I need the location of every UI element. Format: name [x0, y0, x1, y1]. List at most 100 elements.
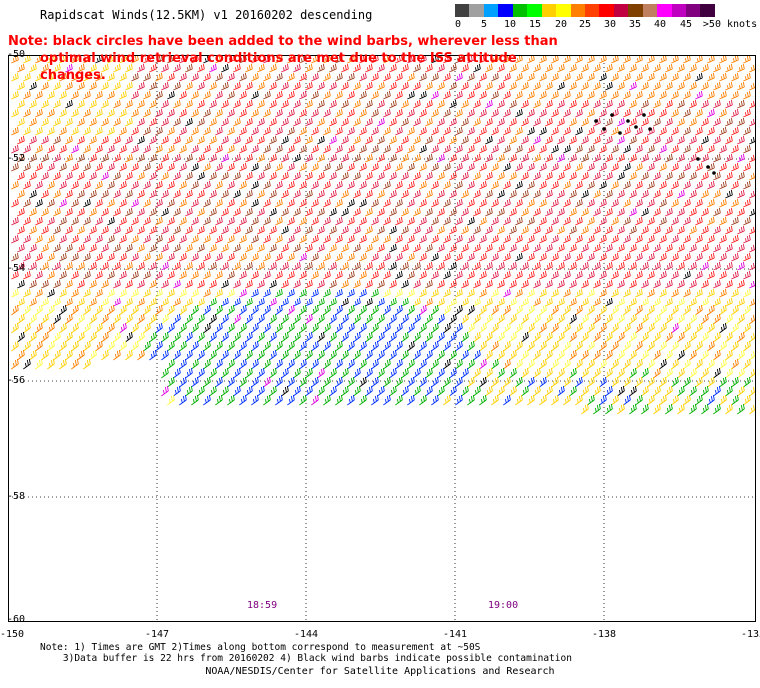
wind-barb [365, 331, 373, 343]
wind-barb [449, 243, 457, 253]
wind-barb [503, 394, 511, 406]
wind-barb [167, 234, 175, 244]
wind-barb [329, 189, 337, 199]
wind-barb [143, 288, 151, 298]
wind-barb [317, 117, 325, 127]
wind-barb [383, 358, 391, 370]
wind-barb [485, 313, 493, 325]
wind-barb [623, 180, 631, 190]
wind-barb [467, 322, 475, 334]
wind-barb [11, 180, 19, 190]
wind-barb [743, 108, 751, 118]
wind-barb [167, 126, 175, 136]
wind-barb [155, 270, 163, 280]
wind-barb [329, 349, 337, 361]
wind-barb [425, 171, 433, 181]
wind-barb [563, 126, 571, 136]
wind-barb [545, 243, 553, 253]
wind-barb [239, 394, 247, 406]
wind-barb [431, 288, 439, 298]
wind-barb [107, 162, 115, 172]
wind-barb [203, 394, 211, 406]
wind-barb [731, 304, 739, 316]
wind-barb [527, 180, 535, 190]
wind-barb [311, 304, 319, 316]
wind-barb [197, 189, 205, 199]
wind-barb [611, 304, 619, 316]
wind-barb [251, 288, 259, 298]
wind-barb [743, 90, 751, 100]
wind-barb [77, 297, 85, 307]
wind-barb [215, 234, 223, 244]
wind-barb [221, 279, 229, 289]
wind-barb [167, 304, 175, 316]
wind-barb [653, 331, 661, 343]
wind-barb [275, 144, 283, 154]
wind-barb [113, 117, 121, 127]
wind-barb [209, 135, 217, 145]
wind-barb [647, 180, 655, 190]
wind-barb [317, 261, 325, 271]
wind-barb [335, 90, 343, 100]
wind-barb [293, 207, 301, 217]
wind-barb [707, 108, 715, 118]
wind-barb [239, 304, 247, 316]
wind-barb [485, 225, 493, 235]
wind-barb [527, 340, 535, 352]
wind-barb [497, 243, 505, 253]
wind-barb [437, 349, 445, 361]
wind-barb [419, 288, 427, 298]
wind-barb [143, 55, 151, 64]
wind-barb [689, 207, 697, 217]
wind-barb [731, 376, 739, 388]
wind-barb [287, 90, 295, 100]
wind-barb [557, 297, 565, 307]
wind-barb [473, 297, 481, 307]
wind-barb [107, 90, 115, 100]
wind-barb [71, 162, 79, 172]
wind-barb [479, 55, 487, 64]
wind-barb [59, 304, 67, 316]
wind-barb [695, 126, 703, 136]
wind-barb [83, 216, 91, 226]
wind-barb [743, 216, 751, 226]
wind-barb [533, 135, 541, 145]
wind-barb [389, 153, 397, 163]
wind-barb [581, 135, 589, 145]
wind-barb [65, 81, 73, 91]
wind-barb [251, 358, 259, 370]
wind-barb [17, 117, 25, 127]
wind-barb [245, 189, 253, 199]
colorbar-swatch [613, 4, 629, 17]
wind-barb [245, 81, 253, 91]
wind-barb [359, 394, 367, 406]
wind-barb [185, 99, 193, 109]
wind-barb [719, 252, 727, 262]
wind-barb [251, 234, 259, 244]
wind-barb [623, 304, 631, 316]
longitude-tick-label: -147 [145, 629, 170, 640]
wind-barb [545, 225, 553, 235]
wind-barb [149, 99, 157, 109]
wind-barb [683, 376, 691, 388]
wind-barb [305, 171, 313, 181]
wind-barb [425, 99, 433, 109]
wind-barb [599, 162, 607, 172]
wind-barb [701, 63, 709, 73]
wind-barb [365, 171, 373, 181]
wind-barb [737, 189, 745, 199]
wind-barb [467, 90, 475, 100]
wind-barb [137, 225, 145, 235]
wind-barb [371, 180, 379, 190]
wind-barb [587, 198, 595, 208]
wind-barb [743, 304, 751, 316]
wind-barb [635, 376, 643, 388]
wind-barb [59, 234, 67, 244]
wind-barb [599, 198, 607, 208]
wind-barb [23, 322, 31, 334]
wind-barb [41, 207, 49, 217]
wind-barb [653, 349, 661, 361]
wind-barb [95, 234, 103, 244]
wind-barb [143, 90, 151, 100]
wind-barb [53, 99, 61, 109]
